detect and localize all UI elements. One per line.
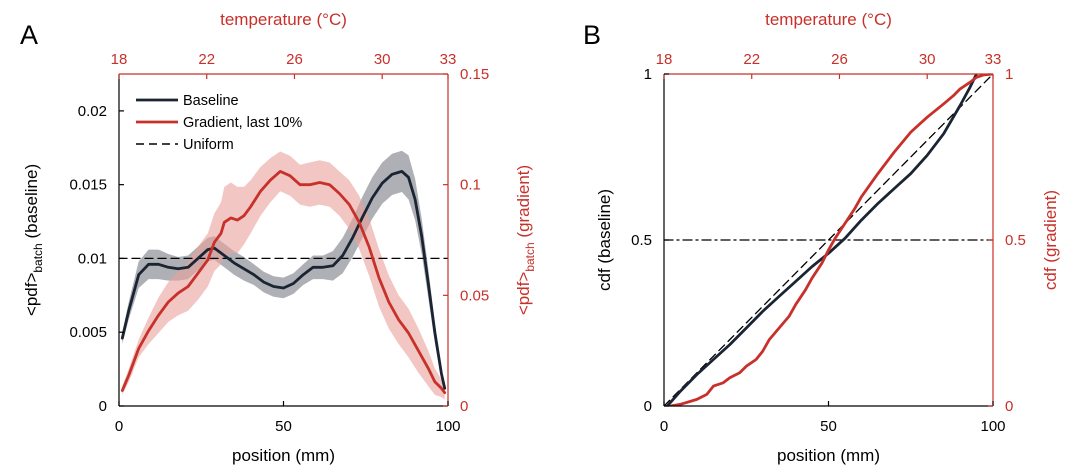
baseline-line bbox=[120, 169, 447, 390]
legend-label-gradient: Gradient, last 10% bbox=[183, 115, 302, 131]
top-axis-title: temperature (°C) bbox=[765, 10, 892, 29]
x-axis-title: position (mm) bbox=[777, 446, 880, 465]
x-tick-label: 50 bbox=[275, 418, 292, 435]
y-left-tick-label: 0 bbox=[644, 398, 652, 415]
panel-a-letter: A bbox=[20, 20, 38, 50]
plot-area bbox=[664, 74, 993, 406]
x-tick-label: 0 bbox=[660, 418, 668, 435]
x-axis-title: position (mm) bbox=[232, 446, 335, 465]
x-tick-label: 50 bbox=[820, 418, 837, 435]
top-tick-label: 22 bbox=[198, 51, 215, 68]
y-left-axis-title: cdf (baseline) bbox=[595, 189, 614, 291]
panel-b: B 0 50 100 18 22 26 30 33 0 0.5 1 0 0.5 1 position (mm… bbox=[583, 10, 1060, 465]
y-left-axis-title: <pdf>batch (baseline) bbox=[22, 164, 45, 316]
panel-a: A 0 50 100 18 22 26 30 33 0 0.005 0.01 0.015 0.02 0 0.… bbox=[20, 10, 537, 465]
x-tick-label: 100 bbox=[435, 418, 460, 435]
y-left-tick-label: 0.005 bbox=[69, 324, 107, 341]
plot-area bbox=[119, 150, 448, 400]
y-right-tick-label: 0.5 bbox=[1005, 232, 1026, 249]
x-tick-label: 0 bbox=[115, 418, 123, 435]
baseline-line bbox=[665, 74, 978, 406]
top-axis-title: temperature (°C) bbox=[220, 10, 347, 29]
top-tick-label: 18 bbox=[111, 51, 128, 68]
top-tick-label: 30 bbox=[919, 51, 936, 68]
y-left-tick-label: 0.02 bbox=[78, 103, 107, 120]
y-right-axis-title-main: <pdf> bbox=[514, 272, 533, 316]
y-left-axis-title-subscript: batch bbox=[31, 243, 45, 272]
top-tick-label: 22 bbox=[743, 51, 760, 68]
y-right-tick-label: 0.1 bbox=[460, 177, 481, 194]
y-right-tick-label: 0.15 bbox=[460, 66, 489, 83]
y-left-tick-label: 0 bbox=[99, 398, 107, 415]
y-left-tick-label: 0.015 bbox=[69, 177, 107, 194]
y-right-tick-label: 0 bbox=[1005, 398, 1013, 415]
top-tick-label: 26 bbox=[831, 51, 848, 68]
y-right-axis-title-suffix: (gradient) bbox=[514, 165, 533, 242]
top-tick-label: 33 bbox=[985, 51, 1002, 68]
x-tick-label: 100 bbox=[980, 418, 1005, 435]
top-tick-label: 26 bbox=[286, 51, 303, 68]
legend-label-baseline: Baseline bbox=[183, 93, 239, 109]
y-left-tick-label: 0.5 bbox=[631, 232, 652, 249]
y-right-tick-label: 0.05 bbox=[460, 287, 489, 304]
gradient-line bbox=[120, 169, 447, 395]
y-right-axis-title: <pdf>batch (gradient) bbox=[514, 165, 537, 315]
y-left-axis-title-suffix: (baseline) bbox=[22, 164, 41, 243]
legend: Baseline Gradient, last 10% Uniform bbox=[136, 93, 302, 153]
top-tick-label: 30 bbox=[374, 51, 391, 68]
y-right-axis-title: cdf (gradient) bbox=[1041, 190, 1060, 290]
panel-b-letter: B bbox=[583, 20, 601, 50]
y-left-axis-title-main: <pdf> bbox=[22, 273, 41, 317]
legend-label-uniform: Uniform bbox=[183, 137, 234, 153]
top-tick-label: 33 bbox=[440, 51, 457, 68]
y-left-tick-label: 0.01 bbox=[78, 250, 107, 267]
gradient-line bbox=[669, 74, 993, 406]
y-left-tick-label: 1 bbox=[644, 66, 652, 83]
top-tick-label: 18 bbox=[656, 51, 673, 68]
y-right-tick-label: 0 bbox=[460, 398, 468, 415]
y-right-tick-label: 1 bbox=[1005, 66, 1013, 83]
y-right-axis-title-subscript: batch bbox=[523, 242, 537, 271]
